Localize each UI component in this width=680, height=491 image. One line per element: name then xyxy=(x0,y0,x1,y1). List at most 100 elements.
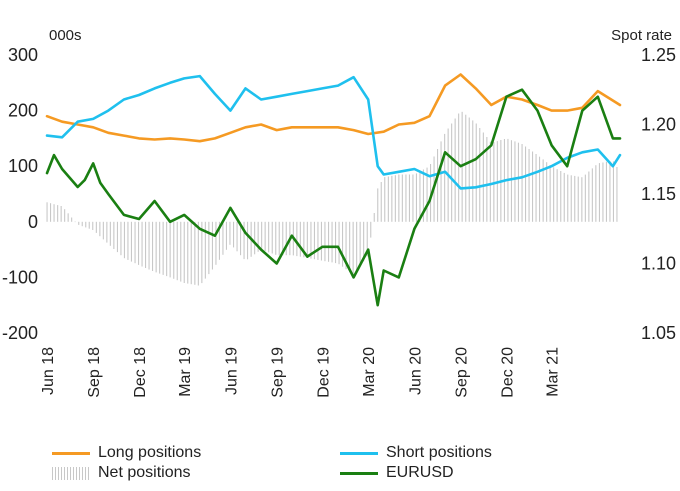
net-position-bar xyxy=(120,221,122,256)
long-positions-line xyxy=(45,73,622,143)
net-position-bar xyxy=(584,174,586,222)
net-position-bar xyxy=(194,221,196,285)
net-position-bar xyxy=(60,206,62,222)
net-position-bar xyxy=(387,176,389,222)
net-position-bar xyxy=(328,221,330,262)
net-position-bar xyxy=(229,221,231,245)
net-position-bar xyxy=(458,113,460,222)
x-axis-tick-label: Jun 18 xyxy=(40,347,57,395)
net-position-bar xyxy=(299,221,301,257)
net-position-bar xyxy=(377,188,379,222)
net-position-bar xyxy=(542,159,544,222)
net-position-bar xyxy=(173,221,175,279)
x-axis-tick-label: Mar 19 xyxy=(177,347,194,397)
net-position-bar xyxy=(577,176,579,222)
right-axis-ticks: 1.25 1.20 1.15 1.10 1.05 xyxy=(641,45,676,343)
net-position-bar xyxy=(556,169,558,222)
net-position-bar xyxy=(482,132,484,222)
net-position-bar xyxy=(271,221,273,254)
net-position-bar xyxy=(190,221,192,285)
net-position-bar xyxy=(405,174,407,222)
net-position-bar xyxy=(225,221,227,250)
net-position-bar xyxy=(489,141,491,222)
net-position-bar xyxy=(134,221,136,264)
net-position-bar xyxy=(602,162,604,222)
net-position-bar xyxy=(162,221,164,275)
net-position-bar xyxy=(510,140,512,222)
legend-label-eurusd: EURUSD xyxy=(386,464,454,481)
net-position-bar xyxy=(408,174,410,222)
net-position-bar xyxy=(553,167,555,222)
left-axis-tick-label: -200 xyxy=(2,323,38,343)
net-position-bar xyxy=(598,163,600,222)
net-position-bar xyxy=(320,221,322,261)
net-position-bar xyxy=(306,221,308,258)
net-position-bar xyxy=(605,161,607,222)
net-position-bar xyxy=(285,221,287,256)
net-position-bar xyxy=(296,221,298,257)
net-position-bar xyxy=(127,221,129,260)
net-position-bar xyxy=(479,128,481,222)
net-position-bar xyxy=(247,221,249,260)
net-position-bar xyxy=(472,120,474,222)
net-position-bar xyxy=(85,221,87,228)
net-position-bar xyxy=(278,221,280,256)
net-position-bar xyxy=(514,141,516,222)
x-axis-tick-label: Jun 19 xyxy=(223,347,240,395)
net-position-bar xyxy=(215,221,217,265)
net-position-bar xyxy=(412,174,414,222)
net-position-bar xyxy=(616,167,618,222)
net-position-bar xyxy=(475,123,477,222)
legend-swatch-eurusd xyxy=(340,471,378,475)
net-position-bar xyxy=(57,205,59,222)
net-position-bar xyxy=(211,221,213,270)
net-position-bar xyxy=(560,171,562,222)
net-position-bar xyxy=(394,175,396,222)
net-position-bar xyxy=(468,117,470,222)
right-axis-tick-label: 1.25 xyxy=(641,45,676,65)
net-position-bar xyxy=(563,172,565,222)
net-position-bar xyxy=(384,177,386,222)
x-axis-tick-label: Dec 19 xyxy=(315,347,332,398)
net-position-bar xyxy=(546,162,548,222)
net-position-bar xyxy=(521,144,523,222)
x-axis-tick-label: Jun 20 xyxy=(407,347,424,395)
net-position-bar xyxy=(95,221,97,233)
net-position-bar xyxy=(109,221,111,246)
net-position-bar xyxy=(261,221,263,250)
eurusd-line xyxy=(45,88,622,307)
net-position-bar xyxy=(370,221,372,238)
net-position-bar xyxy=(609,161,611,222)
net-position-bar xyxy=(208,221,210,275)
net-position-bar xyxy=(53,204,55,222)
net-position-bar xyxy=(78,221,80,225)
net-position-bar xyxy=(169,221,171,278)
net-position-bar xyxy=(535,154,537,222)
net-position-bar xyxy=(310,221,312,259)
net-position-bar xyxy=(398,174,400,222)
net-position-bar xyxy=(380,182,382,222)
right-axis-unit: Spot rate xyxy=(611,27,672,44)
legend-label-net: Net positions xyxy=(98,464,191,481)
net-position-bar xyxy=(349,221,351,272)
net-position-bar xyxy=(373,213,375,222)
left-axis-tick-label: -100 xyxy=(2,267,38,287)
net-position-bar xyxy=(197,221,199,286)
x-axis-tick-label: Sep 19 xyxy=(270,347,287,398)
net-position-bar xyxy=(92,221,94,230)
net-position-bar xyxy=(401,174,403,222)
net-position-bar xyxy=(166,221,168,277)
net-position-bar xyxy=(430,164,432,222)
net-position-bar xyxy=(426,167,428,222)
short-positions-line xyxy=(45,74,622,190)
net-position-bar xyxy=(549,165,551,222)
x-axis-tick-label: Sep 20 xyxy=(454,347,471,398)
net-position-bar xyxy=(116,221,118,253)
right-axis-tick-label: 1.15 xyxy=(641,184,676,204)
net-position-bar xyxy=(275,221,277,255)
net-position-bar xyxy=(574,175,576,222)
net-position-bar xyxy=(222,221,224,255)
net-position-bar xyxy=(331,221,333,263)
net-position-bar xyxy=(595,165,597,222)
